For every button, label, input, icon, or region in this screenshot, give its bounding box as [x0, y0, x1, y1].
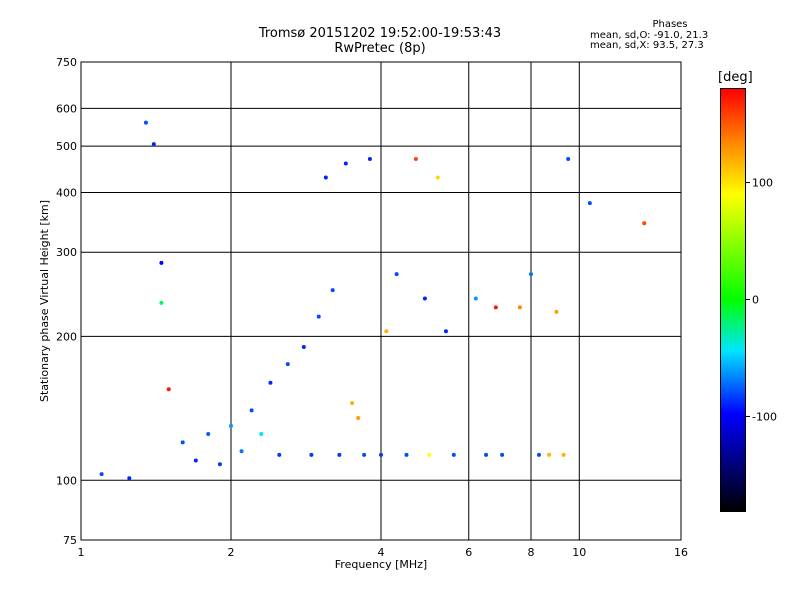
data-point	[316, 314, 321, 319]
data-point	[554, 309, 559, 314]
data-point	[394, 272, 399, 277]
x-tick-label: 1	[78, 546, 85, 559]
x-axis-label: Frequency [MHz]	[335, 558, 427, 571]
x-tick-label: 8	[528, 546, 535, 559]
colorbar-title: [deg]	[718, 70, 753, 85]
colorbar-tick-label: -100	[752, 410, 777, 423]
data-point	[413, 157, 418, 162]
colorbar-ticks: 100 0 -100	[745, 177, 777, 423]
colorbar-tick-label: 100	[752, 177, 773, 190]
data-point	[367, 157, 372, 162]
data-point	[484, 452, 489, 457]
y-tick-label: 300	[56, 246, 77, 259]
data-point	[587, 201, 592, 206]
data-point	[151, 142, 156, 147]
phase-stats: Phases mean, sd,O: -91.0, 21.3 mean, sd,…	[590, 19, 720, 52]
data-point	[330, 288, 335, 293]
data-point	[143, 120, 148, 125]
data-point	[343, 161, 348, 166]
data-point	[166, 387, 171, 392]
data-points	[99, 120, 647, 481]
data-point	[277, 452, 282, 457]
data-point	[356, 415, 361, 420]
data-point	[404, 452, 409, 457]
data-point	[217, 462, 222, 467]
data-point	[337, 452, 342, 457]
data-point	[561, 452, 566, 457]
y-tick-label: 100	[56, 474, 77, 487]
stats-heading: Phases	[652, 19, 688, 30]
x-tick-label: 6	[465, 546, 472, 559]
x-tick-label: 10	[572, 546, 586, 559]
data-point	[180, 440, 185, 445]
data-point	[259, 431, 264, 436]
data-point	[323, 175, 328, 180]
y-axis-label: Stationary phase Virtual Height [km]	[38, 200, 51, 402]
data-point	[379, 452, 383, 457]
data-point	[249, 408, 254, 413]
data-point	[193, 458, 198, 463]
data-point	[384, 329, 389, 334]
data-point	[422, 296, 427, 301]
y-tick-label: 750	[56, 56, 77, 69]
x-tick-label: 4	[378, 546, 385, 559]
data-point	[435, 175, 440, 180]
data-point	[268, 380, 273, 385]
data-point	[529, 272, 533, 277]
stats-line-o: mean, sd,O: -91.0, 21.3	[590, 29, 709, 41]
y-tick-label: 500	[56, 140, 77, 153]
data-point	[350, 401, 355, 406]
data-point	[99, 472, 104, 477]
axis-ticks: 1 2 4 6 8 10 16 75 100 200 300 400 500 600 750	[56, 56, 688, 559]
data-point	[309, 452, 314, 457]
plot-frame	[80, 61, 682, 541]
y-tick-label: 200	[56, 330, 77, 343]
colorbar-tick-label: 0	[752, 294, 759, 307]
colorbar	[720, 88, 746, 512]
stats-line-x: mean, sd,X: 93.5, 27.3	[590, 40, 704, 51]
y-tick-label: 75	[63, 534, 77, 547]
data-point	[493, 305, 498, 310]
y-tick-label: 600	[56, 102, 77, 115]
data-point	[642, 221, 647, 226]
data-point	[301, 345, 306, 350]
chart-title: Tromsø 20151202 19:52:00-19:53:43	[258, 26, 502, 41]
data-point	[500, 452, 505, 457]
data-point	[473, 296, 478, 301]
data-point	[451, 452, 456, 457]
data-point	[159, 300, 164, 305]
data-point	[517, 305, 522, 310]
data-point	[239, 449, 244, 454]
data-point	[285, 362, 290, 367]
data-point	[443, 329, 448, 334]
data-point	[159, 260, 164, 265]
x-tick-label: 2	[228, 546, 235, 559]
data-point	[229, 423, 233, 428]
data-point	[127, 476, 132, 481]
data-point	[427, 452, 432, 457]
x-tick-label: 16	[674, 546, 688, 559]
grid	[80, 61, 682, 541]
data-point	[362, 452, 367, 457]
data-point	[547, 452, 552, 457]
chart-subtitle: RwPretec (8p)	[334, 41, 426, 56]
y-tick-label: 400	[56, 186, 77, 199]
data-point	[206, 431, 211, 436]
data-point	[566, 157, 571, 162]
data-point	[536, 452, 541, 457]
